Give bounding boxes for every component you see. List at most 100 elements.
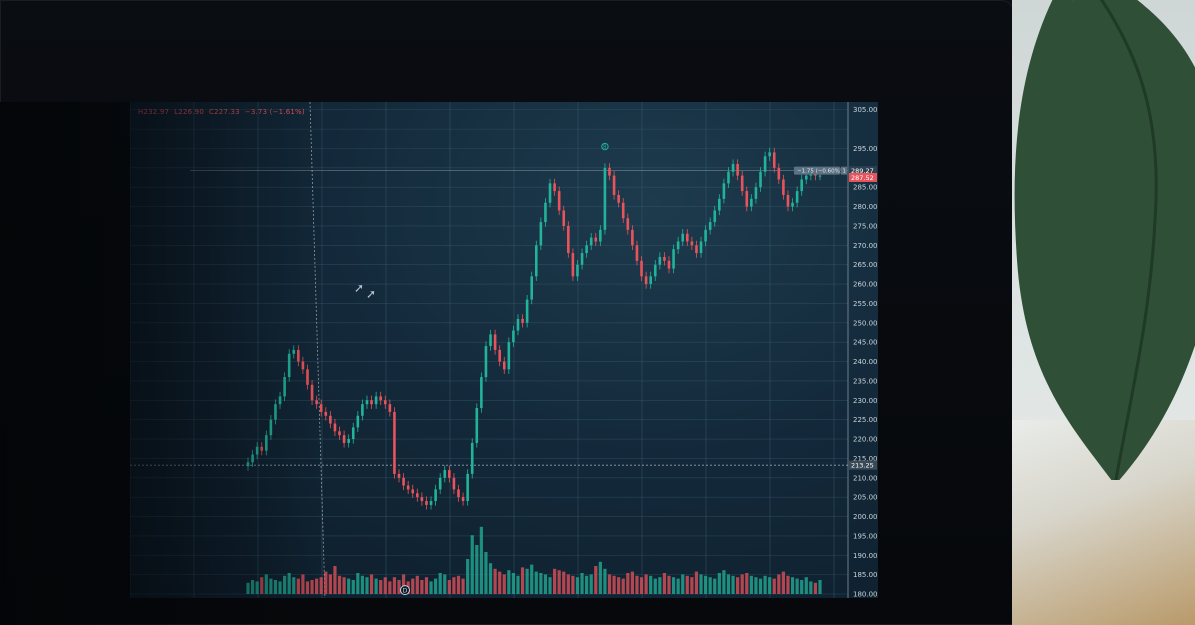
candle-body [434, 489, 437, 502]
candle-body [425, 501, 428, 505]
candle-body [617, 194, 620, 203]
candle-body [379, 396, 383, 401]
volume-bar [411, 578, 415, 594]
candle-body [393, 411, 396, 474]
candle-body [361, 404, 364, 416]
high-value: 232.97 [143, 108, 170, 116]
price-tick-label: 255.00 [853, 300, 878, 308]
candle-body [470, 442, 474, 474]
volume-bar [347, 578, 351, 594]
candle-body [603, 167, 607, 230]
candle-body [466, 473, 469, 502]
volume-bar [809, 581, 813, 594]
price-tick-label: 235.00 [853, 377, 878, 385]
candle-body [685, 233, 689, 242]
price-tick-label: 215.00 [853, 455, 878, 463]
candle-body [557, 191, 561, 211]
bottom-marker [400, 585, 410, 596]
candle-body [484, 346, 488, 378]
candle-body [553, 183, 556, 192]
volume-bar [452, 577, 456, 594]
candle-body [347, 439, 350, 443]
volume-bar [319, 577, 323, 594]
volume-bar [722, 570, 726, 594]
volume-bar [786, 575, 790, 594]
volume-bar [328, 574, 332, 594]
volume-bar [685, 575, 689, 594]
candle-body [567, 225, 570, 254]
candle-body [750, 198, 753, 207]
volume-bar [456, 575, 461, 594]
price-tick-label: 305.00 [853, 106, 878, 114]
volume-bar [283, 575, 287, 594]
candle-body [507, 342, 511, 370]
candle-body [786, 194, 790, 207]
candle-body [631, 229, 634, 246]
candle-body [525, 299, 529, 323]
candle-body [599, 229, 602, 242]
candle-body [791, 202, 794, 207]
candle-body [580, 253, 584, 265]
volume-bar [530, 564, 534, 594]
candle-body [498, 349, 501, 362]
candle-body [448, 470, 451, 478]
volume-bar [534, 571, 538, 594]
volume-bar [420, 580, 424, 594]
candle-body [676, 241, 680, 250]
close-value: 227.33 [214, 108, 240, 116]
volume-bar [278, 581, 282, 594]
candle-body [457, 489, 460, 498]
volume-bar [626, 573, 630, 594]
volume-bar [264, 574, 268, 594]
candle-body [759, 171, 762, 188]
volume-bar [781, 571, 785, 594]
volume-bar [813, 582, 818, 594]
volume-bar [704, 575, 708, 594]
candle-body [658, 256, 662, 265]
candle-body [800, 179, 803, 192]
volume-bar [644, 574, 648, 594]
price-badge-crosshair [849, 460, 877, 470]
candle-body [740, 175, 744, 192]
candle-body [397, 473, 401, 478]
volume-bar [690, 577, 694, 594]
candle-body [608, 167, 611, 176]
volume-bar [260, 577, 264, 594]
volume-bar [740, 574, 744, 594]
volume-bar [466, 559, 470, 594]
volume-bar [392, 577, 397, 594]
volume-bar [768, 577, 772, 594]
chart-screen[interactable]: 305.00 295.00 285.00 280.00 275.00 270.00 265.… [130, 102, 878, 598]
candle-body [562, 210, 566, 226]
volume-bar [557, 570, 561, 594]
candle-body [319, 404, 323, 412]
candlestick-chart[interactable]: 305.00 295.00 285.00 280.00 275.00 270.00 265.… [130, 102, 878, 598]
candle-body [672, 249, 675, 269]
candle-body [521, 318, 524, 323]
candle-body [731, 163, 735, 172]
volume-bar [575, 577, 580, 594]
volume-bar [795, 578, 799, 594]
candle-body [612, 175, 616, 195]
volume-bar [639, 577, 644, 594]
candle-body [772, 152, 776, 168]
volume-bar [246, 582, 250, 594]
volume-bar [800, 580, 804, 594]
volume-bar [580, 573, 584, 594]
volume-bar [630, 571, 634, 594]
price-tick-label: 220.00 [853, 436, 878, 444]
candle-body [530, 276, 534, 300]
price-tick-label: 250.00 [853, 319, 878, 327]
price-tick-label: 200.00 [853, 513, 878, 521]
volume-bar [356, 573, 360, 594]
volume-bar [360, 575, 364, 594]
volume-bar [333, 566, 337, 594]
volume-bar [777, 574, 781, 594]
candle-body [461, 497, 465, 502]
candle-body [713, 210, 717, 223]
volume-bar [667, 575, 671, 594]
candle-body [251, 454, 254, 463]
candle-body [649, 276, 652, 285]
volume-bar [571, 575, 575, 594]
volume-bar [269, 578, 273, 594]
